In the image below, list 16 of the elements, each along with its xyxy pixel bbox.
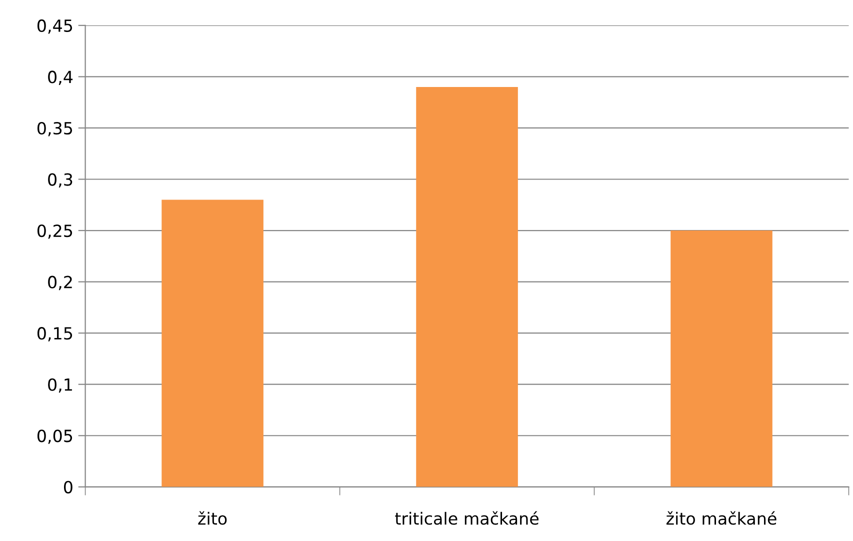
y-tick-label: 0,3 — [48, 173, 72, 188]
bar — [162, 200, 264, 487]
bar — [670, 230, 772, 487]
y-tick-label: 0,35 — [37, 122, 72, 136]
y-tick-label: 0,15 — [37, 327, 72, 342]
y-tick-label: 0,45 — [37, 19, 72, 34]
x-tick-label: žito mačkané — [666, 511, 776, 525]
bar — [416, 86, 518, 487]
x-tick-label: žito — [198, 511, 227, 525]
y-tick-label: 0,1 — [48, 378, 72, 393]
y-tick-label: 0 — [64, 480, 72, 494]
y-tick-label: 0,25 — [37, 224, 72, 239]
x-tick-label: triticale mačkané — [395, 511, 539, 525]
y-tick-label: 0,05 — [37, 430, 72, 444]
y-tick-label: 0,4 — [48, 70, 73, 85]
y-tick-label: 0,2 — [48, 276, 72, 290]
